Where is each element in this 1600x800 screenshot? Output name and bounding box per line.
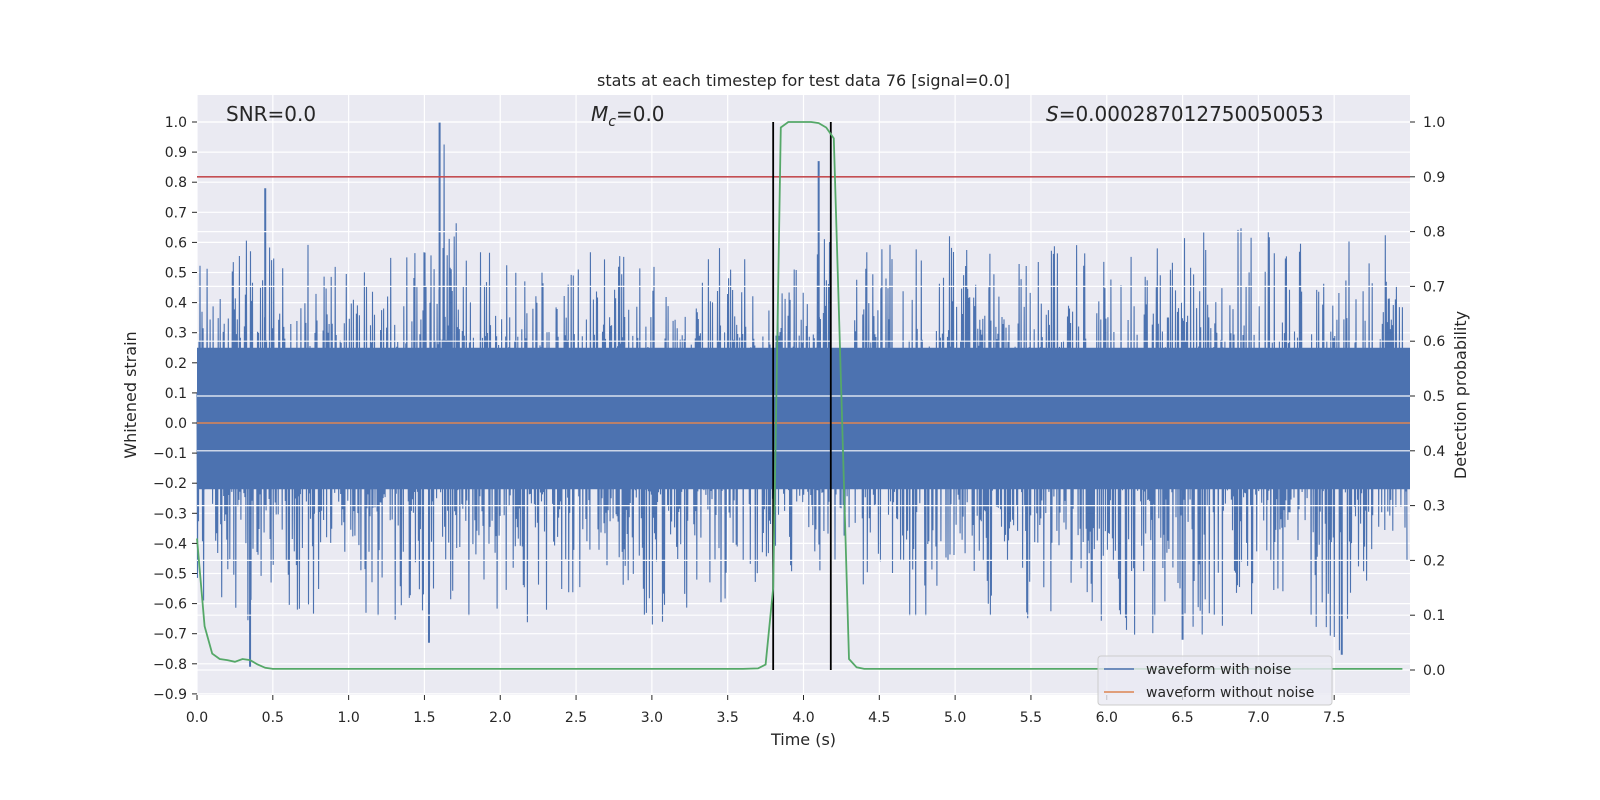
legend: waveform with noise waveform without noi… [1097, 655, 1333, 706]
x-tick-label: 5.5 [1020, 710, 1042, 726]
y-tick-label: 0.6 [165, 235, 187, 251]
y-axis-label: Whitened strain [121, 331, 140, 458]
y2-axis-label: Detection probability [1451, 311, 1470, 479]
y-tick-label: −0.1 [153, 446, 187, 462]
legend-label-waveform-with-noise: waveform with noise [1146, 662, 1291, 678]
x-axis-label: Time (s) [770, 730, 836, 749]
x-tick-label: 4.0 [792, 710, 814, 726]
y-tick-label: 1.0 [165, 115, 187, 131]
y-tick-label: 0.5 [165, 266, 187, 282]
x-tick-label: 2.5 [565, 710, 587, 726]
x-tick-label: 5.0 [944, 710, 966, 726]
y-tick-label: 0.1 [165, 386, 187, 402]
noise-waveform-core [197, 347, 1410, 490]
y2-tick-label: 0.6 [1423, 334, 1445, 350]
axes: 0.0 0.5 1.0 1.5 2.0 2.5 3.0 3.5 4.0 4.5 5.0 5.5 6.0 6… [153, 115, 1445, 726]
y-tick-label: −0.7 [153, 627, 187, 643]
y2-tick-label: 0.7 [1423, 279, 1445, 295]
chirp-mass-annotation: Mc=0.0 [591, 102, 665, 130]
x-tick-label: 0.0 [186, 710, 208, 726]
y2-tick-label: 0.8 [1423, 225, 1445, 241]
noise-waveform-series [196, 122, 1410, 667]
legend-box [1097, 655, 1333, 706]
x-tick-label: 3.0 [641, 710, 663, 726]
y2-tick-label: 0.2 [1423, 553, 1445, 569]
y-tick-label: 0.4 [165, 296, 187, 312]
y-tick-label: −0.9 [153, 687, 187, 703]
s-symbol: S [1046, 102, 1059, 126]
y-tick-label: −0.8 [153, 657, 187, 673]
x-tick-label: 0.5 [262, 710, 284, 726]
chirp-mass-subscript: c [608, 114, 616, 130]
y-tick-label: −0.6 [153, 597, 187, 613]
x-tick-label: 1.5 [413, 710, 435, 726]
x-tick-label: 6.5 [1171, 710, 1193, 726]
x-tick-label: 3.5 [717, 710, 739, 726]
y-tick-label: −0.2 [153, 476, 187, 492]
chart-title: stats at each timestep for test data 76 … [597, 71, 1010, 90]
y-tick-label: 0.9 [165, 145, 187, 161]
x-tick-label: 1.0 [337, 710, 359, 726]
s-annotation: S=0.000287012750050053 [1046, 102, 1324, 126]
y2-tick-label: 0.4 [1423, 444, 1445, 460]
y-tick-label: 0.8 [165, 175, 187, 191]
y2-tick-label: 0.1 [1423, 608, 1445, 624]
x-tick-label: 2.0 [489, 710, 511, 726]
series-layer [196, 121, 1410, 671]
y-tick-label: 0.3 [165, 326, 187, 342]
x-tick-label: 7.5 [1323, 710, 1345, 726]
y2-tick-label: 0.5 [1423, 389, 1445, 405]
x-tick-label: 7.0 [1247, 710, 1269, 726]
s-value: =0.000287012750050053 [1059, 102, 1324, 126]
y2-tick-label: 0.9 [1423, 170, 1445, 186]
y2-tick-label: 0.0 [1423, 663, 1445, 679]
detection-probability-line [196, 121, 1403, 670]
y2-tick-label: 0.3 [1423, 499, 1445, 515]
y-tick-label: 0.0 [165, 416, 187, 432]
legend-label-waveform-without-noise: waveform without noise [1146, 685, 1314, 701]
y-tick-label: 0.2 [165, 356, 187, 372]
x-tick-label: 4.5 [868, 710, 890, 726]
y-tick-label: −0.5 [153, 567, 187, 583]
x-tick-label: 6.0 [1096, 710, 1118, 726]
y2-tick-label: 1.0 [1423, 115, 1445, 131]
chirp-mass-value: =0.0 [616, 102, 665, 126]
chirp-mass-symbol: M [591, 102, 608, 126]
y-tick-label: −0.4 [153, 536, 187, 552]
snr-annotation: SNR=0.0 [226, 102, 316, 126]
y-tick-label: −0.3 [153, 506, 187, 522]
y-tick-label: 0.7 [165, 205, 187, 221]
